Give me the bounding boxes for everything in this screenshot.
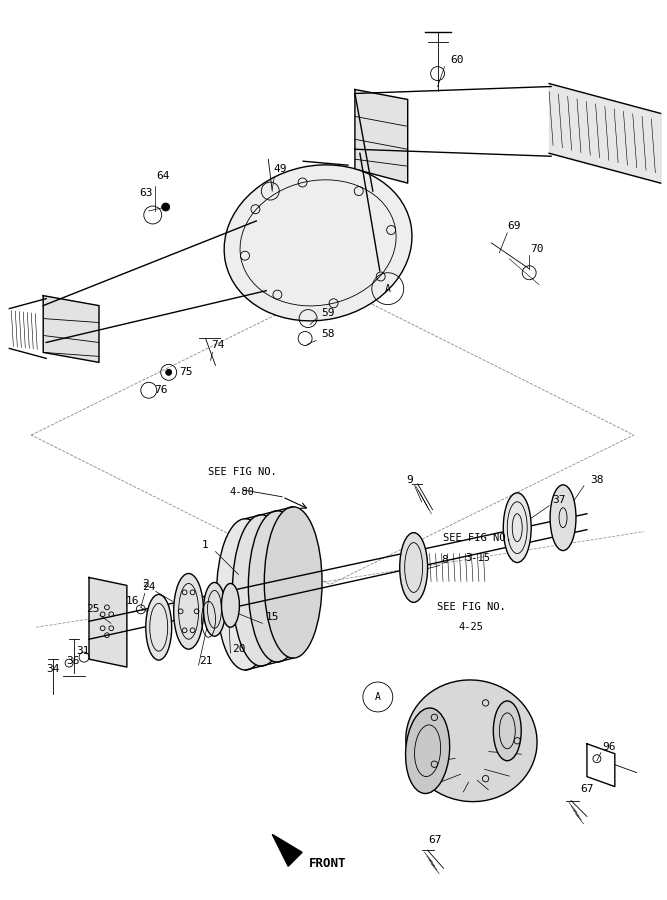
Text: 34: 34	[47, 664, 60, 674]
Polygon shape	[355, 89, 408, 183]
Text: 24: 24	[142, 582, 155, 592]
Text: 25: 25	[86, 604, 100, 615]
Text: 75: 75	[179, 367, 192, 377]
Text: 64: 64	[156, 171, 169, 181]
Ellipse shape	[203, 582, 225, 636]
Polygon shape	[43, 295, 99, 363]
Text: 70: 70	[530, 244, 544, 254]
Text: 9: 9	[406, 475, 413, 485]
Polygon shape	[89, 578, 127, 667]
Polygon shape	[272, 834, 302, 867]
Text: 59: 59	[321, 308, 335, 318]
Text: SEE FIG NO.: SEE FIG NO.	[208, 467, 277, 477]
Text: 36: 36	[66, 656, 80, 666]
Ellipse shape	[224, 165, 412, 321]
Circle shape	[165, 369, 171, 375]
Text: 21: 21	[199, 656, 212, 666]
Text: 69: 69	[508, 220, 521, 231]
Text: 20: 20	[231, 644, 245, 654]
Text: 67: 67	[428, 835, 442, 845]
Ellipse shape	[504, 493, 531, 562]
Ellipse shape	[550, 485, 576, 551]
Text: 3-15: 3-15	[465, 553, 490, 562]
Ellipse shape	[248, 510, 306, 662]
Text: 31: 31	[76, 646, 90, 656]
Ellipse shape	[400, 533, 428, 602]
Text: 60: 60	[451, 55, 464, 65]
Ellipse shape	[406, 708, 450, 794]
Text: 67: 67	[580, 784, 594, 794]
Text: 16: 16	[126, 597, 139, 607]
Ellipse shape	[221, 583, 239, 627]
Text: 8: 8	[441, 554, 448, 564]
Text: SEE FIG NO.: SEE FIG NO.	[437, 602, 506, 612]
Text: 2: 2	[143, 580, 149, 590]
Text: 76: 76	[154, 385, 167, 395]
Ellipse shape	[217, 518, 274, 670]
Text: 38: 38	[590, 475, 604, 485]
Text: FRONT: FRONT	[309, 857, 347, 869]
Text: A: A	[375, 692, 381, 702]
Text: SEE FIG NO.: SEE FIG NO.	[443, 533, 512, 543]
Ellipse shape	[406, 680, 537, 802]
Text: 96: 96	[602, 742, 616, 751]
Text: 37: 37	[552, 495, 566, 505]
Text: A: A	[385, 284, 391, 293]
Text: 49: 49	[273, 164, 287, 175]
Text: 4-25: 4-25	[459, 622, 484, 633]
Text: 15: 15	[265, 612, 279, 622]
Ellipse shape	[146, 594, 171, 660]
Ellipse shape	[173, 573, 203, 649]
Text: 4-80: 4-80	[230, 487, 255, 497]
Ellipse shape	[232, 515, 290, 666]
Text: 74: 74	[211, 340, 225, 350]
Circle shape	[161, 203, 169, 211]
Ellipse shape	[264, 507, 322, 658]
Text: 1: 1	[202, 540, 209, 550]
Text: 63: 63	[139, 188, 153, 198]
Ellipse shape	[494, 701, 521, 760]
Text: 58: 58	[321, 329, 335, 339]
